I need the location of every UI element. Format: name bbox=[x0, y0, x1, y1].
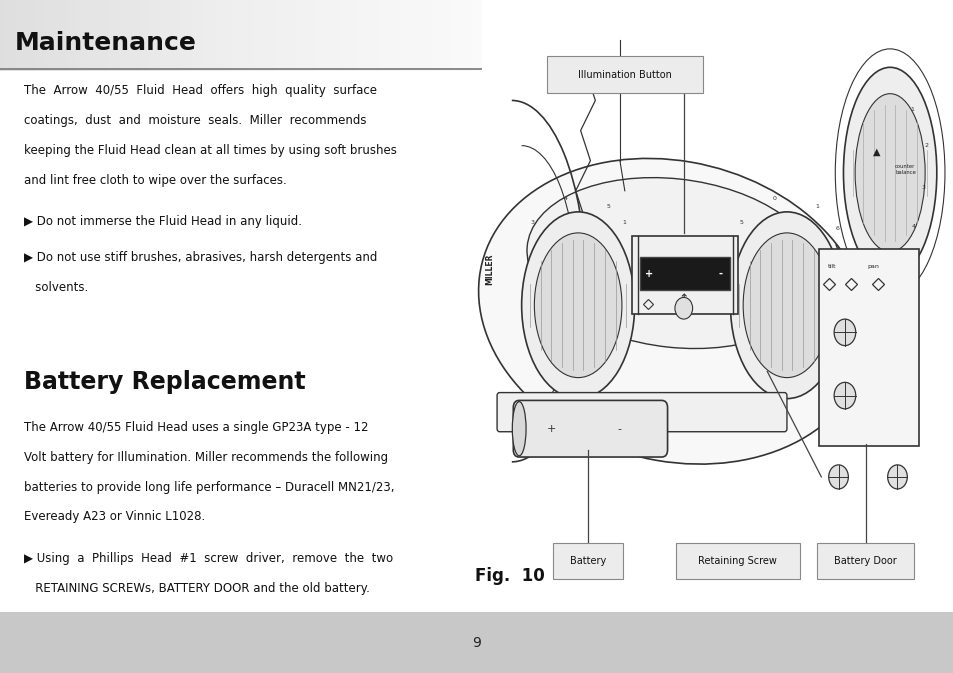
Text: -: - bbox=[618, 424, 621, 433]
Text: Maintenance: Maintenance bbox=[14, 31, 196, 55]
FancyBboxPatch shape bbox=[816, 543, 913, 579]
Text: Battery: Battery bbox=[569, 556, 605, 566]
Text: -: - bbox=[718, 269, 721, 279]
Text: solvents.: solvents. bbox=[24, 281, 88, 294]
Text: batteries to provide long life performance – Duracell MN21/23,: batteries to provide long life performan… bbox=[24, 481, 394, 493]
FancyBboxPatch shape bbox=[497, 392, 786, 432]
FancyBboxPatch shape bbox=[513, 400, 667, 457]
Circle shape bbox=[674, 297, 692, 319]
FancyBboxPatch shape bbox=[819, 248, 918, 446]
Text: ▲: ▲ bbox=[872, 147, 880, 157]
Ellipse shape bbox=[854, 94, 924, 252]
FancyBboxPatch shape bbox=[546, 57, 702, 93]
Text: 3: 3 bbox=[921, 185, 924, 190]
Text: counter
balance: counter balance bbox=[894, 164, 915, 175]
Text: Illumination Button: Illumination Button bbox=[578, 69, 671, 79]
Text: 3: 3 bbox=[530, 219, 534, 225]
Text: 4: 4 bbox=[563, 196, 567, 201]
Text: +: + bbox=[546, 424, 556, 433]
Text: Retaining Screw: Retaining Screw bbox=[698, 556, 777, 566]
Text: 9: 9 bbox=[472, 636, 481, 649]
Text: 2: 2 bbox=[642, 266, 646, 271]
Text: 2: 2 bbox=[924, 143, 928, 148]
Text: ▶ Using  a  Phillips  Head  #1  screw  driver,  remove  the  two: ▶ Using a Phillips Head #1 screw driver,… bbox=[24, 552, 393, 565]
Text: Fig.  10: Fig. 10 bbox=[475, 567, 544, 586]
Text: coatings,  dust  and  moisture  seals.  Miller  recommends: coatings, dust and moisture seals. Mille… bbox=[24, 114, 366, 127]
FancyBboxPatch shape bbox=[632, 236, 737, 314]
Text: The  Arrow  40/55  Fluid  Head  offers  high  quality  surface: The Arrow 40/55 Fluid Head offers high q… bbox=[24, 84, 376, 97]
Text: 1: 1 bbox=[621, 219, 625, 225]
Circle shape bbox=[833, 319, 855, 346]
Ellipse shape bbox=[521, 212, 634, 398]
Bar bbox=[639, 257, 730, 290]
Text: ↑: ↑ bbox=[678, 293, 688, 306]
Text: 6: 6 bbox=[835, 226, 839, 231]
Text: 5: 5 bbox=[739, 219, 742, 225]
FancyBboxPatch shape bbox=[675, 543, 800, 579]
Text: and lint free cloth to wipe over the surfaces.: and lint free cloth to wipe over the sur… bbox=[24, 174, 286, 186]
Text: ▶ Insert the tab on the BATTERY DOOR into the body first then: ▶ Insert the tab on the BATTERY DOOR int… bbox=[24, 653, 394, 666]
Text: RETAINING SCREWs, BATTERY DOOR and the old battery.: RETAINING SCREWs, BATTERY DOOR and the o… bbox=[24, 582, 370, 595]
FancyBboxPatch shape bbox=[553, 543, 622, 579]
Text: keeping the Fluid Head clean at all times by using soft brushes: keeping the Fluid Head clean at all time… bbox=[24, 144, 396, 157]
Text: ▶ Insert the new battery as shown in figure 10.: ▶ Insert the new battery as shown in fig… bbox=[24, 618, 303, 631]
Text: MILLER: MILLER bbox=[485, 253, 494, 285]
Ellipse shape bbox=[526, 178, 820, 349]
Text: ▶ Do not use stiff brushes, abrasives, harsh detergents and: ▶ Do not use stiff brushes, abrasives, h… bbox=[24, 251, 376, 264]
Ellipse shape bbox=[842, 67, 936, 278]
Ellipse shape bbox=[478, 158, 868, 464]
Text: 1: 1 bbox=[814, 205, 818, 209]
Ellipse shape bbox=[534, 233, 621, 378]
Ellipse shape bbox=[730, 212, 842, 398]
Text: 5: 5 bbox=[606, 205, 610, 209]
Text: ▶ Do not immerse the Fluid Head in any liquid.: ▶ Do not immerse the Fluid Head in any l… bbox=[24, 215, 301, 228]
Text: +: + bbox=[644, 269, 653, 279]
Text: pan: pan bbox=[866, 264, 878, 269]
Text: Battery Replacement: Battery Replacement bbox=[24, 370, 305, 394]
Circle shape bbox=[828, 465, 847, 489]
Text: Battery Door: Battery Door bbox=[833, 556, 896, 566]
Circle shape bbox=[833, 382, 855, 409]
Text: 4: 4 bbox=[911, 224, 915, 229]
Text: The Arrow 40/55 Fluid Head uses a single GP23A type - 12: The Arrow 40/55 Fluid Head uses a single… bbox=[24, 421, 368, 434]
Text: tilt: tilt bbox=[827, 264, 836, 269]
Ellipse shape bbox=[742, 233, 830, 378]
Text: Eveready A23 or Vinnic L1028.: Eveready A23 or Vinnic L1028. bbox=[24, 510, 205, 524]
Circle shape bbox=[886, 465, 906, 489]
Text: Volt battery for Illumination. Miller recommends the following: Volt battery for Illumination. Miller re… bbox=[24, 451, 388, 464]
Text: 1: 1 bbox=[909, 107, 913, 112]
Ellipse shape bbox=[512, 402, 525, 456]
Text: 0: 0 bbox=[772, 196, 776, 201]
